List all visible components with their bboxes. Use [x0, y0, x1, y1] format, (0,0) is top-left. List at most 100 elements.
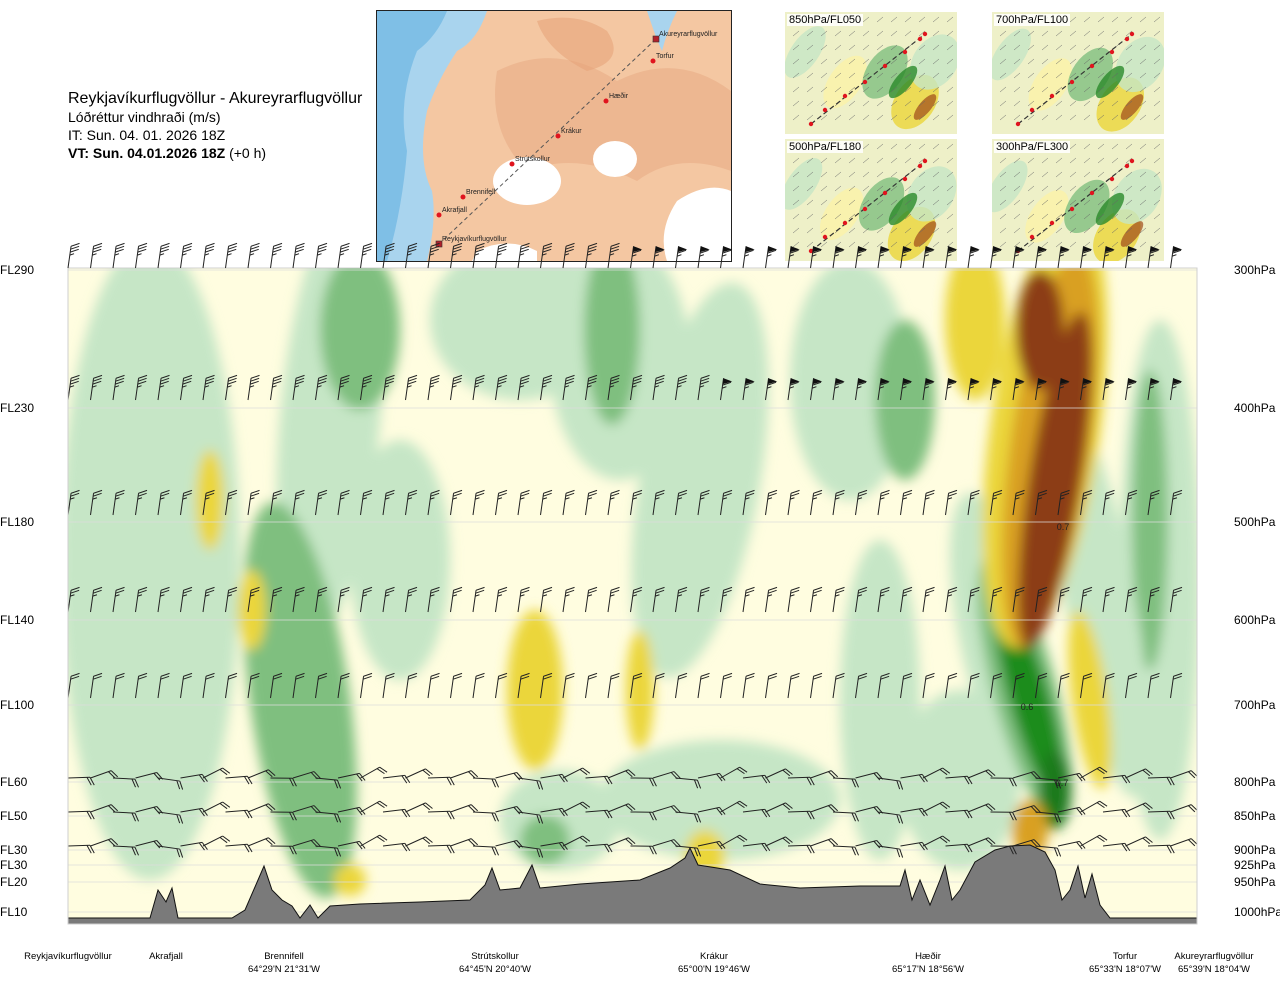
wind-barb [1125, 246, 1138, 269]
wind-barb [990, 777, 1017, 787]
wind-barb [360, 489, 373, 516]
wind-barb [292, 242, 305, 269]
vertical-velocity-region [1039, 750, 1071, 830]
wind-barb [720, 246, 733, 269]
wind-barb [90, 586, 103, 613]
wind-barb [405, 586, 418, 613]
wind-barb [922, 489, 935, 516]
wind-barb [1147, 672, 1160, 699]
wind-barb [990, 845, 1017, 855]
wind-barb [765, 802, 793, 813]
wind-barb [157, 489, 170, 516]
map-place-label: Akrafjall [442, 207, 467, 214]
minimap-700: 700hPa/FL100 [992, 12, 1164, 134]
wind-barb [270, 777, 297, 787]
wind-barb [270, 586, 283, 613]
wind-barb [517, 811, 544, 824]
wind-barb [1147, 246, 1160, 269]
map-airport-marker [652, 35, 660, 43]
wind-barb [180, 586, 193, 613]
vertical-velocity-region [1068, 610, 1112, 790]
wind-barb [1080, 489, 1093, 516]
wind-barb [405, 489, 418, 516]
wind-barb [450, 374, 463, 401]
wind-barb [1080, 800, 1108, 813]
wind-barb [180, 242, 193, 269]
wind-barb [900, 672, 913, 699]
wind-barb [1057, 672, 1070, 699]
wind-barb [945, 489, 958, 516]
vertical-velocity-region [600, 740, 840, 860]
wind-barb [157, 811, 184, 824]
wind-barb [787, 810, 815, 820]
wind-barb [877, 811, 904, 824]
wind-barb [225, 374, 238, 401]
wind-barb [810, 804, 839, 813]
wind-barb [630, 845, 657, 855]
vertical-velocity-region [945, 268, 1005, 400]
wind-barb [877, 489, 890, 516]
wind-barb [450, 770, 479, 779]
wind-barb [405, 672, 418, 699]
wind-barb [585, 374, 598, 401]
wind-barb [945, 672, 958, 699]
wind-barb [945, 586, 958, 613]
wind-barb [1102, 808, 1131, 818]
variable-title: Lóðréttur vindhraði (m/s) [68, 109, 221, 125]
wind-barb [247, 374, 260, 401]
wind-barb [742, 808, 771, 818]
vertical-velocity-region [320, 268, 400, 410]
wind-barb [337, 672, 350, 699]
wind-barb [540, 586, 553, 613]
wind-barb [180, 773, 208, 783]
minimap-850: 850hPa/FL050 [785, 12, 957, 134]
wind-barb [540, 672, 553, 699]
wind-barb [967, 489, 980, 516]
wind-barb [270, 845, 297, 855]
wind-barb [1035, 378, 1048, 401]
wind-barb [945, 246, 958, 269]
wind-barb [607, 769, 636, 779]
wind-barb [562, 242, 575, 269]
wind-barb [540, 489, 553, 516]
wind-barb [1012, 672, 1025, 699]
wind-barb [922, 378, 935, 401]
wind-barb [765, 586, 778, 613]
location-coord: 64°29'N 21°31'W [248, 964, 320, 975]
wind-barb [1080, 246, 1093, 269]
wind-barb [315, 374, 328, 401]
wind-barb [742, 489, 755, 516]
minimap-500-svg [785, 139, 957, 261]
wind-barb [1012, 489, 1025, 516]
wind-barb [67, 242, 80, 269]
wind-barb [292, 672, 305, 699]
level-fl-label: FL60 [0, 775, 28, 789]
wind-barb [742, 246, 755, 269]
wind-barb [157, 374, 170, 401]
wind-barb [922, 586, 935, 613]
wind-barb [720, 834, 748, 847]
wind-barb [135, 672, 148, 699]
minimap-500: 500hPa/FL180 [785, 139, 957, 261]
wind-barb [900, 246, 913, 269]
wind-barb [360, 672, 373, 699]
wind-barb [517, 586, 530, 613]
wind-barb [630, 777, 657, 787]
wind-barb [562, 801, 591, 813]
wind-barb [922, 246, 935, 269]
wind-barb [517, 845, 544, 858]
level-fl-label: FL30 [0, 843, 28, 857]
wind-barb [787, 246, 800, 269]
wind-barb [607, 586, 620, 613]
chart-title-block: Reykjavíkurflugvöllur - Akureyrarflugvöl… [68, 90, 362, 162]
wind-barb [68, 672, 80, 699]
location-name: Strútskollur [471, 951, 519, 962]
wind-barb [1125, 836, 1153, 847]
wind-barb [630, 246, 643, 269]
wind-barb [180, 672, 193, 699]
wind-barb [450, 838, 479, 847]
wind-barb [1102, 586, 1115, 613]
wind-barb [337, 489, 350, 516]
wind-barb [292, 374, 305, 401]
location-name: Krákur [700, 951, 728, 962]
